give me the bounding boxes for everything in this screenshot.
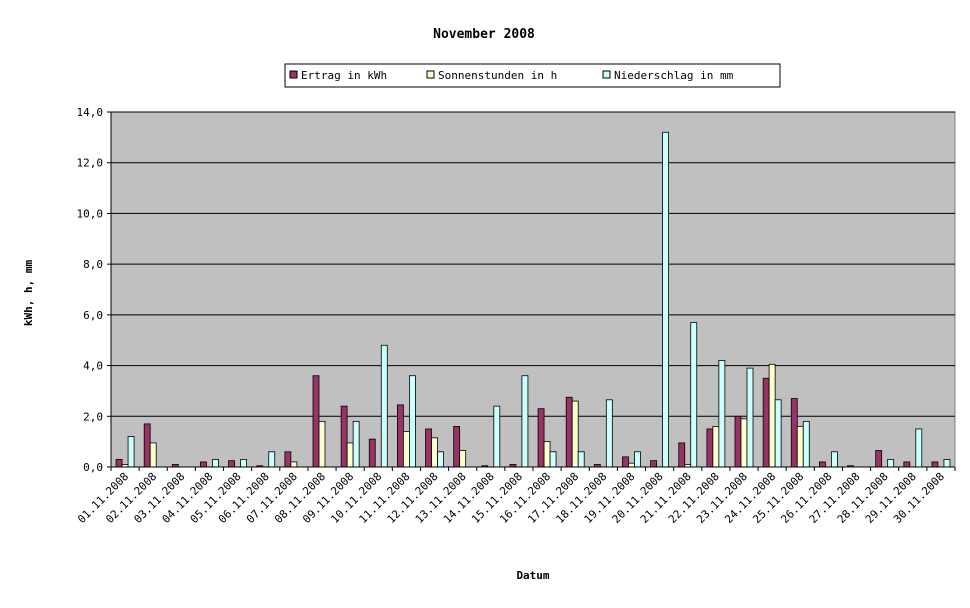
bar-sonnenstunden [346,442,354,468]
legend: Ertrag in kWh Sonnenstunden in h Nieders… [284,63,781,88]
bar-sonnenstunden [712,426,720,468]
bar-niederschlag [718,360,726,468]
y-tick-label: 10,0 [77,207,104,220]
y-tick-label: 4,0 [83,360,103,373]
bar-sonnenstunden [768,363,776,468]
bar-ertrag [819,461,826,468]
legend-swatch-niederschlag [602,70,611,79]
bar-niederschlag [521,375,529,468]
bar-niederschlag [943,458,951,468]
bar-niederschlag [352,420,360,468]
bar-ertrag [678,442,686,468]
legend-label-sonnenstunden: Sonnenstunden in h [438,69,557,82]
bar-sonnenstunden [571,400,579,468]
bar-niederschlag [493,405,501,468]
bar-ertrag [396,404,404,468]
bar-niederschlag [212,458,219,468]
bar-niederschlag [774,399,782,468]
bar-ertrag [622,456,629,468]
bar-ertrag [903,461,911,468]
bar-ertrag [340,405,348,468]
y-tick-label: 8,0 [83,258,103,271]
legend-swatch-sonnenstunden [426,70,435,79]
bar-sonnenstunden [459,450,467,468]
bar-niederschlag [240,458,248,468]
bar-ertrag [537,408,545,468]
bar-ertrag [312,375,320,468]
bar-ertrag [228,460,236,468]
legend-label-ertrag: Ertrag in kWh [301,69,387,82]
bar-sonnenstunden [628,462,635,468]
bar-sonnenstunden [318,420,326,468]
chart-title: November 2008 [433,27,535,42]
bar-ertrag [650,460,657,468]
plot-background [110,111,956,468]
y-tick-label: 14,0 [77,106,104,119]
y-axis-ticks: 0,0 2,0 4,0 6,0 8,0 10,0 12,0 14,0 [77,106,111,474]
x-axis-ticks: 01.11.200802.11.200803.11.200804.11.2008… [75,467,956,526]
bar-niederschlag [634,451,641,468]
bar-ertrag [706,428,714,468]
y-tick-label: 12,0 [77,157,104,170]
bar-niederschlag [577,451,585,468]
bar-niederschlag [408,375,416,468]
bar-niederschlag [802,420,810,468]
bar-niederschlag [127,436,135,468]
plot-area: 0,0 2,0 4,0 6,0 8,0 10,0 12,0 14,0 01.11.200802… [75,106,956,526]
bar-ertrag [931,461,939,468]
bar-niederschlag [437,451,444,468]
legend-swatch-ertrag [289,70,298,79]
bar-ertrag [734,415,742,468]
bar-ertrag [790,398,798,468]
bar-ertrag [762,377,770,468]
legend-box [284,63,781,88]
bar-niederschlag [887,458,895,468]
legend-label-niederschlag: Niederschlag in mm [614,69,734,82]
bar-niederschlag [605,399,613,468]
y-tick-label: 0,0 [83,461,103,474]
bar-ertrag [284,451,292,468]
bar-ertrag [200,461,207,468]
bar-ertrag [453,426,461,468]
bar-niederschlag [380,344,388,468]
bar-ertrag [875,450,883,468]
bar-sonnenstunden [740,418,748,468]
bar-ertrag [425,428,432,468]
bar-sonnenstunden [290,461,298,468]
bar-niederschlag [746,367,754,468]
bar-niederschlag [915,428,923,468]
x-axis-title: Datum [516,569,549,582]
bar-niederschlag [831,451,838,468]
y-tick-label: 6,0 [83,309,103,322]
gridlines [111,111,955,417]
bar-ertrag [115,458,123,468]
bar-sonnenstunden [796,426,804,468]
bar-ertrag [565,396,573,468]
bar-sonnenstunden [149,442,157,468]
y-tick-label: 2,0 [83,410,103,423]
bar-sonnenstunden [431,437,438,468]
y-axis-title: kWh, h, mm [22,260,35,327]
bar-niederschlag [662,131,669,468]
bar-sonnenstunden [402,431,410,468]
bar-niederschlag [268,451,276,468]
bar-ertrag [143,423,151,468]
bar-niederschlag [690,322,698,468]
bar-niederschlag [549,451,557,468]
bar-ertrag [368,438,376,468]
bar-sonnenstunden [543,441,551,468]
